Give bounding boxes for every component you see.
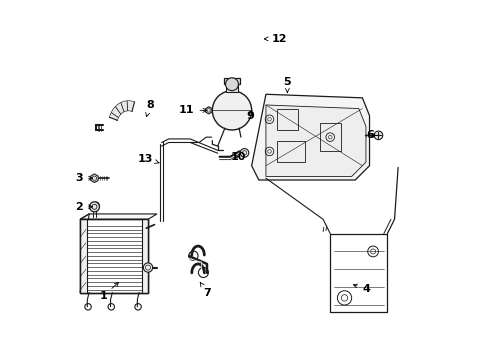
Polygon shape	[251, 94, 369, 180]
Text: 9: 9	[246, 111, 254, 121]
Circle shape	[143, 263, 152, 272]
Polygon shape	[109, 101, 134, 120]
Circle shape	[225, 78, 238, 91]
Circle shape	[373, 131, 382, 140]
Polygon shape	[80, 219, 148, 293]
Text: 8: 8	[145, 100, 153, 117]
Text: 7: 7	[200, 282, 210, 297]
Bar	[80, 219, 86, 293]
Text: 6: 6	[365, 130, 376, 140]
Text: 3: 3	[75, 173, 92, 183]
Text: 2: 2	[75, 202, 92, 212]
Text: 11: 11	[179, 105, 206, 115]
Bar	[224, 78, 240, 84]
Bar	[319, 123, 340, 152]
Polygon shape	[80, 214, 157, 219]
Bar	[276, 141, 305, 162]
Polygon shape	[265, 105, 365, 176]
Text: 1: 1	[99, 283, 118, 301]
Polygon shape	[91, 174, 98, 183]
Text: 10: 10	[230, 152, 245, 162]
Polygon shape	[205, 107, 211, 114]
Circle shape	[89, 202, 99, 212]
Circle shape	[240, 149, 248, 157]
Text: 13: 13	[138, 154, 159, 163]
Text: 4: 4	[353, 284, 369, 294]
Bar	[276, 109, 298, 130]
Text: 12: 12	[264, 34, 286, 44]
Bar	[225, 84, 238, 93]
Circle shape	[212, 91, 251, 130]
Bar	[80, 219, 148, 293]
Bar	[142, 219, 148, 293]
Text: 5: 5	[283, 77, 290, 93]
